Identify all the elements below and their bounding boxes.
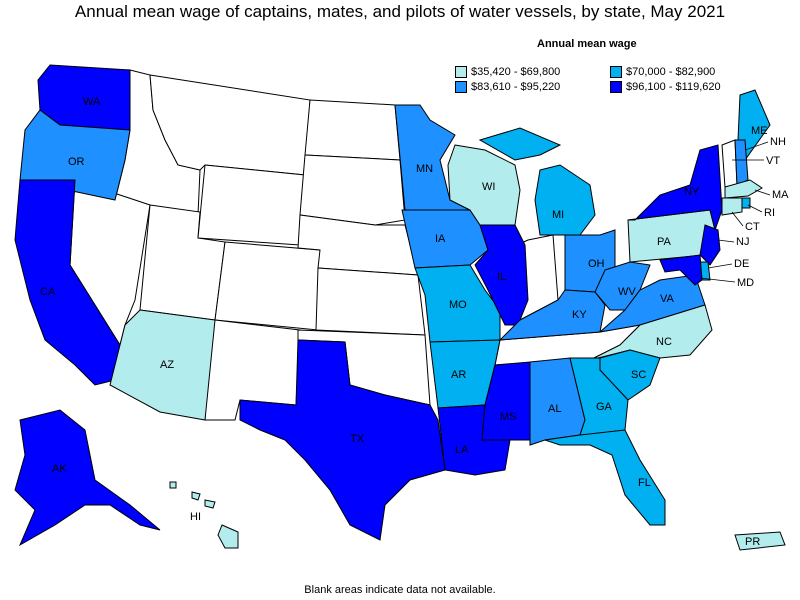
label-KY: KY xyxy=(572,309,587,321)
legend-label-4: $96,100 - $119,620 xyxy=(626,81,721,93)
label-AL: AL xyxy=(548,403,561,415)
legend-swatch-1 xyxy=(455,66,467,78)
label-VA: VA xyxy=(660,293,675,305)
state-NH[interactable] xyxy=(734,139,749,186)
legend-swatch-3 xyxy=(455,81,467,93)
legend-item-4: $96,100 - $119,620 xyxy=(610,81,721,93)
legend-item-3: $83,610 - $95,220 xyxy=(455,81,560,93)
legend-swatch-2 xyxy=(610,66,622,78)
label-GA: GA xyxy=(596,401,613,413)
label-NC: NC xyxy=(656,336,672,348)
label-FL: FL xyxy=(638,477,651,489)
state-TX[interactable] xyxy=(239,339,446,541)
label-PA: PA xyxy=(657,236,672,248)
map-title: Annual mean wage of captains, mates, and… xyxy=(74,2,726,21)
label-RI: RI xyxy=(764,207,775,219)
state-NY[interactable] xyxy=(627,144,723,232)
leader-lines xyxy=(699,141,771,283)
label-IA: IA xyxy=(435,233,446,245)
state-VA[interactable] xyxy=(598,274,706,333)
label-AZ: AZ xyxy=(160,359,174,371)
state-CO[interactable] xyxy=(214,241,321,331)
state-PR[interactable] xyxy=(734,531,786,551)
label-HI: HI xyxy=(190,511,201,523)
state-CT[interactable] xyxy=(721,197,743,216)
state-SD[interactable] xyxy=(299,154,406,226)
legend-label-2: $70,000 - $82,900 xyxy=(626,66,716,78)
label-NH: NH xyxy=(770,136,786,148)
label-CA: CA xyxy=(40,286,56,298)
state-MI[interactable] xyxy=(478,127,596,236)
state-WY[interactable] xyxy=(197,164,306,246)
label-MA: MA xyxy=(772,189,789,201)
label-PR: PR xyxy=(745,536,760,548)
label-WI: WI xyxy=(482,181,495,193)
label-NY: NY xyxy=(684,186,700,198)
label-OH: OH xyxy=(588,258,605,270)
state-CA[interactable] xyxy=(14,179,121,386)
state-FL[interactable] xyxy=(544,429,666,526)
state-ND[interactable] xyxy=(304,99,401,161)
legend-title: Annual mean wage xyxy=(537,38,637,50)
label-MS: MS xyxy=(500,411,517,423)
label-MO: MO xyxy=(449,299,467,311)
state-MO[interactable] xyxy=(414,264,501,343)
blank-states xyxy=(69,69,738,421)
label-MI: MI xyxy=(552,209,564,221)
label-VT: VT xyxy=(766,155,780,167)
state-NJ[interactable] xyxy=(699,224,721,266)
state-VT[interactable] xyxy=(721,139,738,188)
state-ME[interactable] xyxy=(737,89,771,162)
state-AZ[interactable] xyxy=(109,309,216,421)
label-WA: WA xyxy=(83,96,101,108)
state-labels: WA OR CA AZ TX MN IA MO AR LA WI IL MS M… xyxy=(40,96,789,548)
label-MD: MD xyxy=(737,277,754,289)
label-IL: IL xyxy=(497,271,506,283)
filled-states xyxy=(14,64,786,551)
state-KS[interactable] xyxy=(315,267,426,336)
label-CT: CT xyxy=(745,221,760,233)
state-IL[interactable] xyxy=(474,224,529,326)
legend-label-3: $83,610 - $95,220 xyxy=(471,81,561,93)
label-TX: TX xyxy=(350,433,365,445)
label-MN: MN xyxy=(416,163,433,175)
label-AK: AK xyxy=(52,463,67,475)
footnote: Blank areas indicate data not available. xyxy=(304,584,496,596)
label-ME: ME xyxy=(751,125,768,137)
state-AK[interactable] xyxy=(14,409,161,547)
state-MD[interactable] xyxy=(659,254,703,286)
legend-label-1: $35,420 - $69,800 xyxy=(471,66,561,78)
label-NJ: NJ xyxy=(736,236,749,248)
legend-item-1: $35,420 - $69,800 xyxy=(455,66,560,78)
label-AR: AR xyxy=(451,369,466,381)
legend-item-2: $70,000 - $82,900 xyxy=(610,66,715,78)
label-SC: SC xyxy=(631,369,646,381)
label-OR: OR xyxy=(68,156,85,168)
label-WV: WV xyxy=(618,286,636,298)
label-LA: LA xyxy=(455,444,469,456)
label-DE: DE xyxy=(734,258,749,270)
legend-swatch-4 xyxy=(610,81,622,93)
state-RI[interactable] xyxy=(741,197,751,209)
state-HI[interactable] xyxy=(169,481,239,549)
state-MS[interactable] xyxy=(481,361,531,441)
state-MA[interactable] xyxy=(724,179,763,199)
state-OR[interactable] xyxy=(19,109,131,201)
